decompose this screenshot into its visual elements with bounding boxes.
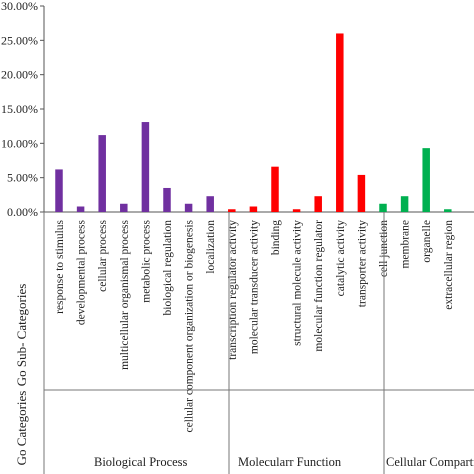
- category-label: organelle: [421, 220, 433, 263]
- bar: [271, 166, 279, 212]
- y-tick-label: 10.00%: [1, 136, 38, 150]
- group-section: Biological Process Molecularr Function Cel…: [43, 212, 474, 474]
- categories-axis-title: Go Categories: [14, 391, 29, 466]
- category-label: molecular transducer activity: [248, 220, 260, 354]
- category-label: extracellular region: [443, 220, 455, 310]
- bar: [292, 209, 301, 212]
- bar: [314, 196, 322, 212]
- y-tick-label: 5.00%: [7, 171, 38, 185]
- bar: [336, 33, 344, 212]
- category-label: membrane: [400, 220, 412, 269]
- bar: [76, 206, 85, 212]
- bar: [55, 169, 63, 212]
- category-label: catalytic activity: [335, 220, 347, 297]
- category-label: metabolic process: [140, 219, 152, 302]
- category-label: binding: [270, 220, 282, 255]
- category-labels: response to stimulus developmental proces…: [54, 219, 455, 432]
- group-label: Biological Process: [94, 455, 188, 469]
- bar: [141, 122, 150, 212]
- category-label: cellular component organization or bioge…: [184, 219, 196, 432]
- category-label: transcription regulator activity: [227, 220, 239, 360]
- bar: [120, 203, 128, 212]
- category-label: transporter activity: [356, 220, 368, 307]
- y-tick-label: 0.00%: [7, 205, 38, 219]
- y-tick-label: 20.00%: [1, 68, 38, 82]
- category-label: localization: [205, 220, 217, 274]
- group-label: Molecularr Function: [238, 455, 342, 469]
- category-label: structural molecule activity: [292, 220, 304, 346]
- bar: [163, 187, 171, 212]
- bar: [228, 209, 236, 212]
- sub-categories-axis-title: Go Sub- Categories: [14, 284, 29, 387]
- bar: [357, 174, 366, 212]
- group-label: Cellular Compartment: [386, 455, 474, 469]
- category-label: response to stimulus: [54, 219, 66, 313]
- y-tick-label: 25.00%: [1, 33, 38, 47]
- bar: [379, 203, 387, 212]
- bar: [400, 196, 409, 212]
- bar: [184, 203, 193, 212]
- bar: [98, 135, 106, 212]
- category-label: developmental process: [76, 219, 88, 325]
- bar: [444, 209, 452, 212]
- category-label: cellular process: [97, 219, 109, 291]
- y-tick-label: 15.00%: [1, 102, 38, 116]
- bar: [422, 148, 430, 212]
- y-tick-label: 30.00%: [1, 0, 38, 13]
- y-axis: 0.00% 5.00% 10.00% 15.00% 20.00% 25.00% 30.00%: [1, 0, 474, 219]
- bar: [249, 206, 258, 212]
- category-label: multicellular organismal process: [119, 219, 131, 369]
- bars: [55, 33, 452, 212]
- category-label: molecular function regulator: [313, 220, 325, 352]
- category-label: biological regulation: [162, 220, 174, 316]
- bar: [206, 196, 214, 212]
